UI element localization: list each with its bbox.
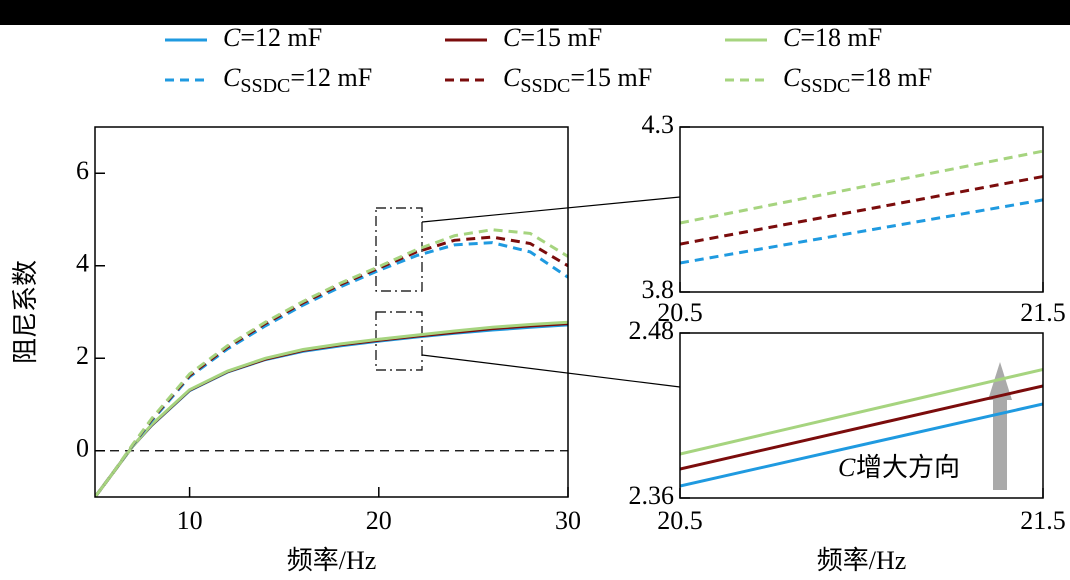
x-axis-label: 频率/Hz [287,546,377,575]
y-tick-label: 2 [76,341,89,370]
series-line [95,320,568,497]
x-tick-label: 20.5 [657,298,703,327]
y-tick-label: 6 [76,156,89,185]
arrow-shaft [993,398,1007,490]
zoom-connector [421,354,681,388]
zoom-connector [421,196,681,223]
y-tick-label: 3.8 [642,275,675,304]
zoom-box [375,207,423,292]
plot-frame [679,126,1044,293]
annotation-variable: C [838,453,856,482]
legend-label: C=15 mF [503,23,602,52]
legend-label: CSSDC=12 mF [223,63,372,97]
series-line [680,384,1043,471]
series-line [680,198,1043,265]
series-line [680,367,1043,456]
y-tick-label: 2.36 [629,481,675,510]
y-axis-label: 阻尼系数 [11,260,40,364]
series-line [680,175,1043,246]
x-tick-label: 20.5 [657,506,703,535]
zoom-boxes [375,207,423,371]
legend-label: C=18 mF [783,23,882,52]
legend-label: CSSDC=18 mF [783,63,932,97]
y-tick-label: 2.48 [629,316,675,345]
legend-label: C=12 mF [223,23,322,52]
legend-label: CSSDC=15 mF [503,63,652,97]
y-tick-label: 4 [76,249,89,278]
series-line [680,402,1043,488]
series-line [95,235,568,497]
x-axis-label: 频率/Hz [817,546,907,575]
x-tick-label: 10 [177,506,203,535]
y-tick-label: 0 [76,434,89,463]
zoom-box [375,311,423,371]
top-bar [0,0,1070,25]
x-tick-label: 21.5 [1020,506,1066,535]
series-line [680,149,1043,225]
plot-frame [679,332,1044,499]
direction-arrow [988,362,1012,490]
x-tick-label: 20 [366,506,392,535]
arrow-head [988,362,1012,400]
x-tick-label: 21.5 [1020,298,1066,327]
plot-frame [94,126,569,498]
x-tick-label: 30 [555,506,581,535]
series-line [95,241,568,497]
y-tick-label: 4.3 [642,110,675,139]
series-line [95,228,568,497]
annotation-text: 增大方向 [856,453,960,482]
